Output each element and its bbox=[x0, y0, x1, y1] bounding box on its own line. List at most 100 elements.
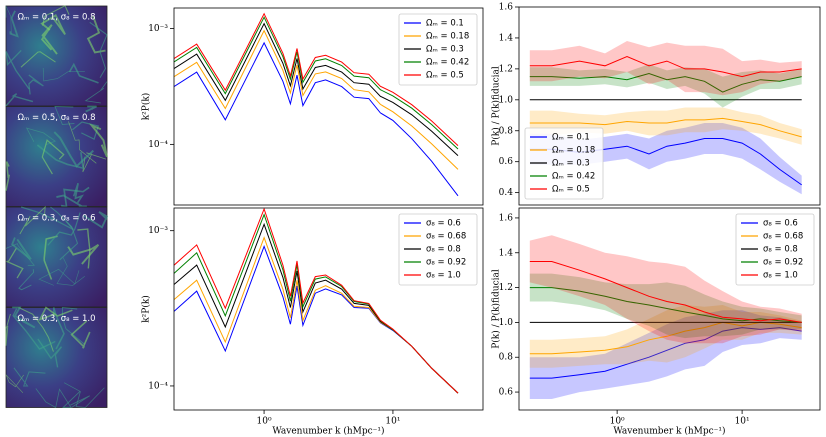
plot-frame bbox=[173, 7, 484, 206]
image-label: Ωₘ = 0.5, σ₈ = 0.8 bbox=[17, 113, 95, 123]
filament bbox=[9, 10, 19, 38]
legend: Ωₘ = 0.1 Ωₘ = 0.18 Ωₘ = 0.3 Ωₘ = 0.42 Ωₘ = 0… bbox=[524, 127, 604, 200]
legend: σ₈ = 0.6 σ₈ = 0.68 σ₈ = 0.8 σ₈ = 0.92 σ₈ = 1… bbox=[735, 213, 815, 286]
filament bbox=[68, 62, 99, 84]
y-tick-label: 1.4 bbox=[499, 33, 514, 43]
filament bbox=[54, 106, 75, 125]
filament bbox=[5, 49, 30, 90]
y-tick-label: 1.6 bbox=[499, 3, 514, 13]
legend-label: σ₈ = 1.0 bbox=[763, 271, 798, 281]
legend-label: Ωₘ = 0.5 bbox=[552, 185, 590, 195]
image-background bbox=[5, 206, 108, 308]
filament bbox=[5, 247, 24, 279]
error-band bbox=[529, 41, 802, 96]
plot-area bbox=[529, 41, 802, 195]
filament bbox=[28, 74, 44, 95]
image-label: Ωₘ = 0.3, σ₈ = 0.6 bbox=[17, 214, 95, 224]
series-line bbox=[529, 117, 802, 138]
filament bbox=[43, 235, 58, 280]
error-band bbox=[529, 310, 802, 399]
x-tick-label: 10¹ bbox=[735, 417, 750, 427]
series-line bbox=[529, 72, 802, 93]
x-tick-label: 10¹ bbox=[385, 417, 400, 427]
legend-box bbox=[398, 213, 478, 286]
legend-label: Ωₘ = 0.3 bbox=[426, 45, 464, 55]
filament bbox=[63, 382, 105, 408]
legend-label: σ₈ = 1.0 bbox=[426, 271, 461, 281]
series-line bbox=[174, 41, 459, 197]
series-line bbox=[529, 261, 802, 323]
filament bbox=[89, 21, 108, 78]
simulation-image: Ωₘ = 0.1, σ₈ = 0.8 bbox=[5, 5, 108, 107]
plot-frame bbox=[173, 207, 484, 411]
legend-label: σ₈ = 0.92 bbox=[763, 258, 803, 268]
filament bbox=[25, 127, 56, 145]
legend-label: Ωₘ = 0.1 bbox=[552, 133, 590, 143]
error-band bbox=[529, 107, 802, 145]
x-axis-label: Wavenumber k (hMpc⁻¹) bbox=[272, 426, 384, 437]
filament bbox=[67, 243, 100, 265]
filament bbox=[85, 105, 97, 113]
image-label: Ωₘ = 0.3, σ₈ = 1.0 bbox=[17, 314, 95, 324]
legend-label: Ωₘ = 0.18 bbox=[552, 146, 595, 156]
series-line bbox=[174, 29, 459, 170]
filament bbox=[5, 161, 11, 191]
series-line bbox=[174, 12, 459, 146]
legend: σ₈ = 0.6 σ₈ = 0.68 σ₈ = 0.8 σ₈ = 0.92 σ₈ = 1… bbox=[398, 213, 478, 286]
filament bbox=[72, 182, 85, 204]
legend: Ωₘ = 0.1 Ωₘ = 0.18 Ωₘ = 0.3 Ωₘ = 0.42 Ωₘ = 0… bbox=[398, 13, 478, 86]
y-tick-label: 1.2 bbox=[499, 64, 513, 74]
y-tick-label: 1.0 bbox=[499, 318, 514, 328]
y-tick-label: 1.4 bbox=[499, 248, 514, 258]
legend-box bbox=[735, 213, 815, 286]
filament bbox=[56, 194, 87, 208]
simulation-image: Ωₘ = 0.3, σ₈ = 1.0 bbox=[5, 306, 108, 409]
filament bbox=[36, 144, 84, 170]
filament bbox=[70, 320, 91, 349]
plot-area bbox=[529, 235, 802, 399]
y-tick-label: 0.8 bbox=[499, 126, 514, 136]
y-tick-label: 1.6 bbox=[499, 213, 514, 223]
y-tick-label: 0.8 bbox=[499, 353, 514, 363]
filament bbox=[5, 5, 12, 35]
series-line bbox=[174, 16, 459, 150]
filament bbox=[18, 269, 34, 291]
y-tick-label: 10⁻⁴ bbox=[148, 381, 168, 391]
filament bbox=[41, 139, 65, 175]
legend-label: σ₈ = 0.8 bbox=[426, 245, 461, 255]
y-tick-label: 1.0 bbox=[499, 95, 514, 105]
filament bbox=[84, 81, 108, 104]
filament bbox=[38, 306, 73, 321]
filament bbox=[5, 93, 34, 107]
series-line bbox=[529, 327, 802, 379]
y-tick-label: 0.6 bbox=[499, 157, 514, 167]
chart: 0.6 0.8 1.0 1.2 1.4 1.6 10⁰ 10¹ P(k) / P(k)fiduc… bbox=[491, 207, 821, 437]
y-axis-label: P(k) / P(k)fiducial bbox=[491, 269, 502, 349]
legend-label: Ωₘ = 0.3 bbox=[552, 159, 590, 169]
filament bbox=[19, 205, 46, 235]
y-tick-label: 10⁻⁴ bbox=[148, 140, 168, 150]
legend-label: Ωₘ = 0.42 bbox=[552, 172, 595, 182]
series-line bbox=[529, 55, 802, 78]
filament bbox=[37, 338, 63, 368]
filament bbox=[12, 306, 36, 329]
legend-label: σ₈ = 0.6 bbox=[763, 219, 798, 229]
simulation-image: Ωₘ = 0.5, σ₈ = 0.8 bbox=[5, 105, 108, 208]
chart: 10⁻³ 10⁻⁴ 10⁰ 10¹ k²P(k) Wavenumber k (hMpc⁻¹… bbox=[141, 207, 484, 437]
simulation-image: Ωₘ = 0.3, σ₈ = 0.6 bbox=[5, 205, 109, 308]
filament bbox=[40, 14, 66, 35]
y-axis-label: k²P(k) bbox=[141, 93, 152, 121]
filament bbox=[20, 51, 56, 68]
legend-label: σ₈ = 0.8 bbox=[763, 245, 798, 255]
filament bbox=[50, 206, 79, 261]
filament bbox=[38, 268, 80, 286]
filament bbox=[5, 313, 11, 346]
y-tick-label: 1.2 bbox=[499, 283, 513, 293]
legend-label: σ₈ = 0.68 bbox=[426, 232, 466, 242]
filament bbox=[53, 131, 94, 168]
series-line bbox=[174, 22, 459, 156]
filament bbox=[72, 121, 100, 141]
filament bbox=[56, 257, 85, 286]
